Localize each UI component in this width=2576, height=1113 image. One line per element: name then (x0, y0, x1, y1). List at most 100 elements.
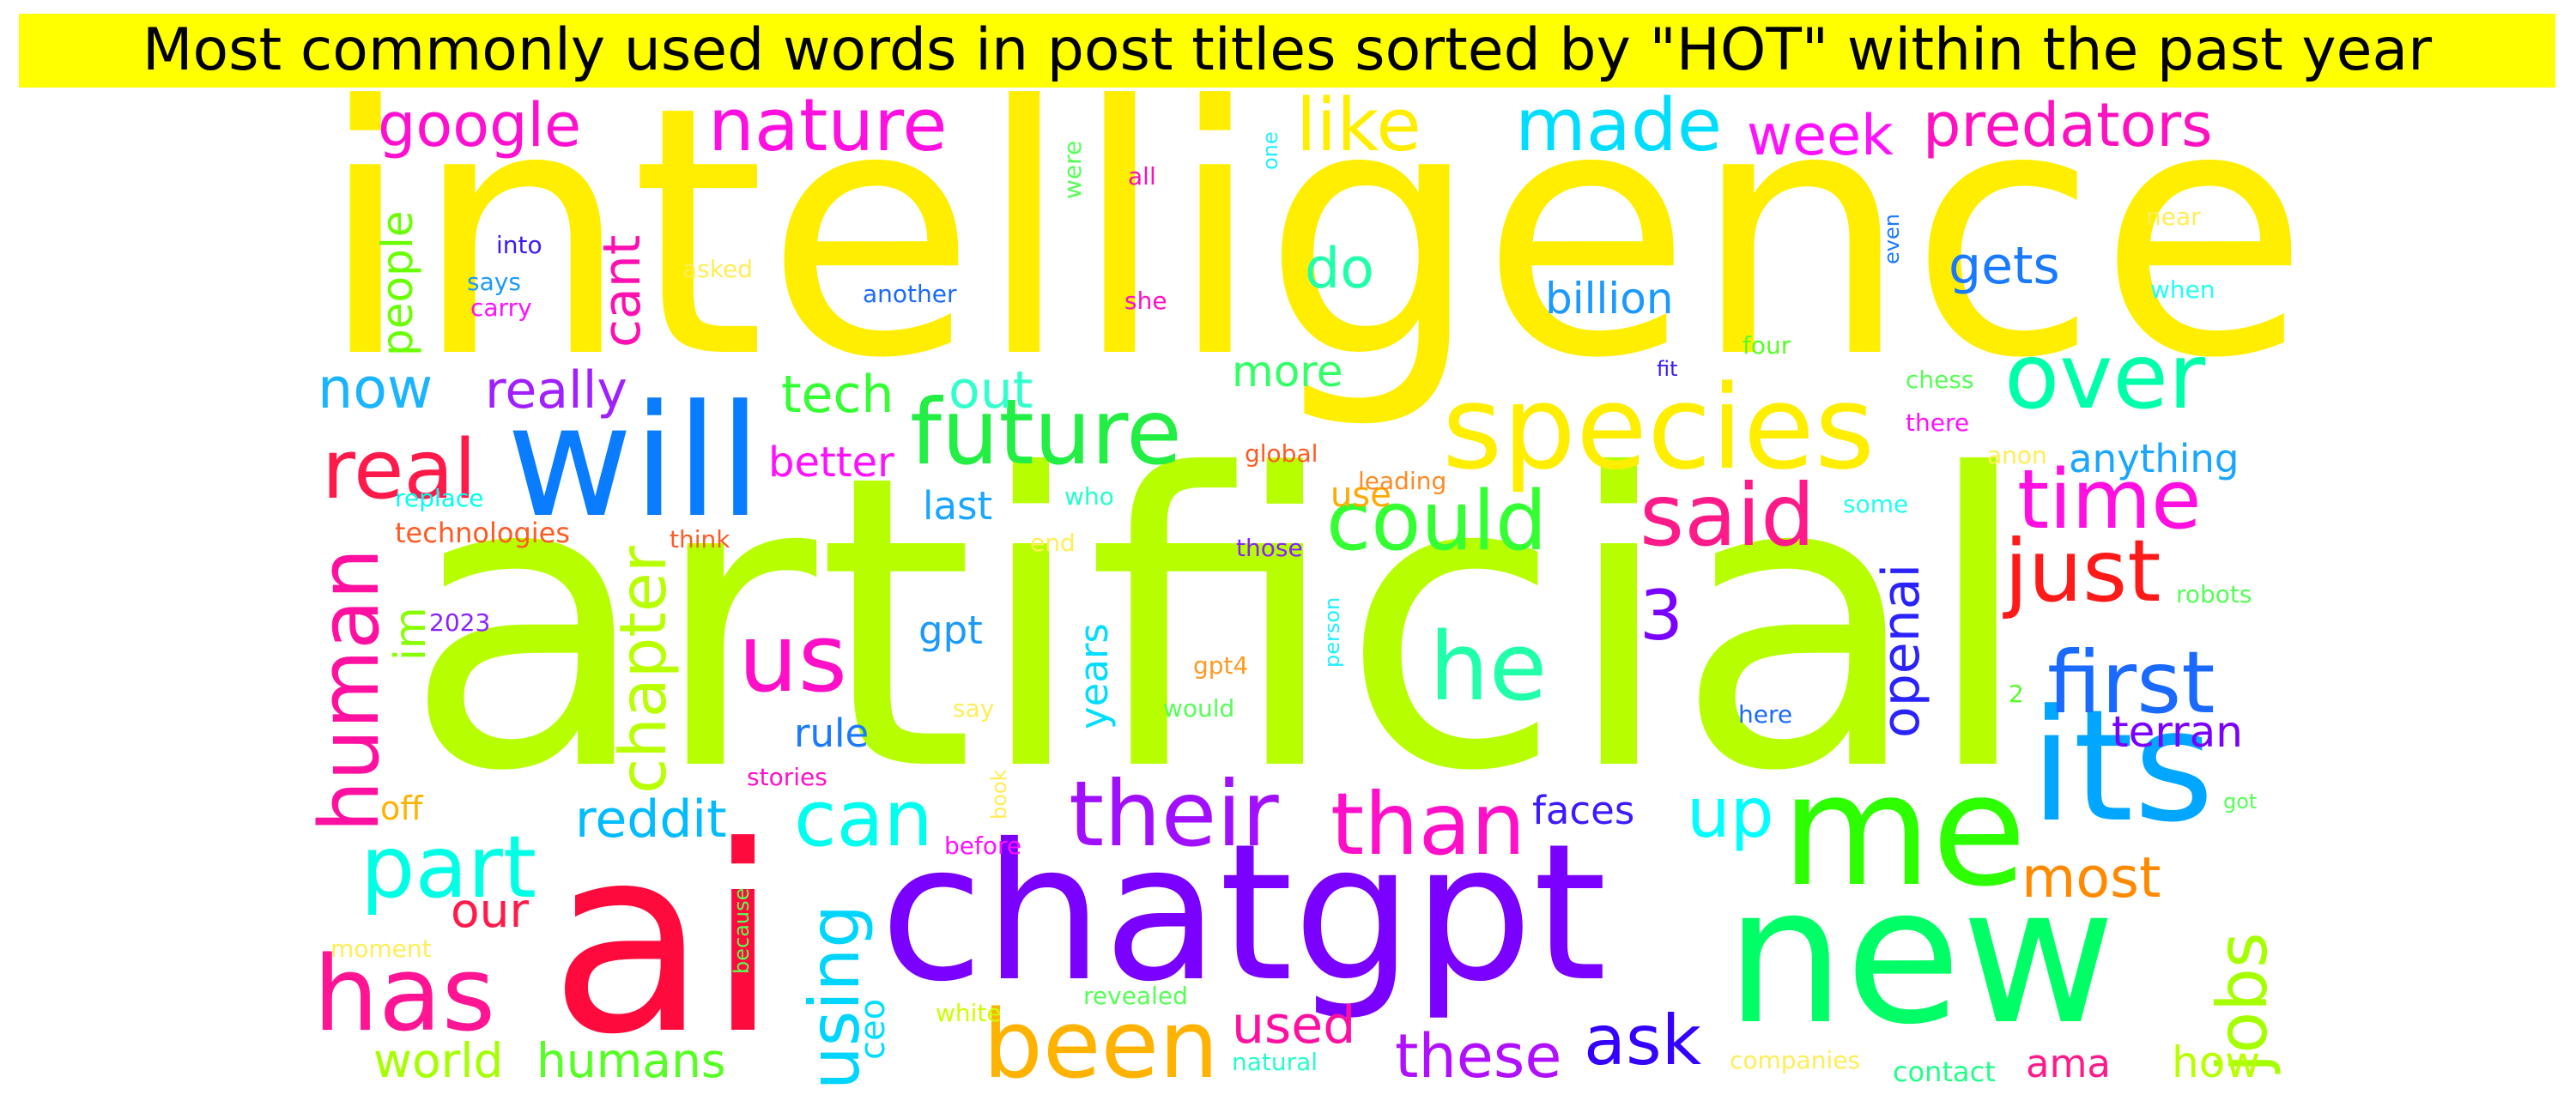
word-im: im (385, 607, 435, 661)
word-its: its (2030, 677, 2214, 856)
word-tech: tech (781, 365, 894, 425)
word-used: used (1232, 995, 1355, 1056)
word-do: do (1305, 237, 1374, 301)
word-book: book (987, 769, 1011, 820)
word-got: got (2223, 789, 2257, 814)
word-contact: contact (1893, 1056, 1996, 1088)
word-week: week (1747, 104, 1894, 168)
word-gpt: gpt (918, 608, 983, 653)
word-those: those (1236, 534, 1303, 562)
word-even: even (1880, 214, 1904, 264)
word-me: me (1781, 741, 2027, 921)
word-nature: nature (708, 83, 948, 168)
word-how: how (2172, 1037, 2260, 1087)
word-has: has (313, 935, 495, 1055)
word-our: our (451, 883, 530, 938)
word-think: think (670, 525, 730, 553)
word-could: could (1326, 475, 1547, 569)
word-said: said (1640, 465, 1815, 566)
word-asked: asked (682, 255, 753, 283)
word-technologies: technologies (395, 517, 570, 549)
word-ama: ama (2026, 1041, 2111, 1086)
word-time: time (2017, 453, 2202, 547)
word-like: like (1296, 83, 1421, 168)
word-chatgpt: chatgpt (880, 803, 1607, 1023)
word-can: can (794, 774, 933, 864)
word-human: human (303, 548, 397, 832)
word-she: she (1124, 287, 1167, 315)
word-white: white (936, 999, 1002, 1027)
word-robots: robots (2176, 580, 2252, 608)
word-four: four (1743, 331, 1791, 360)
word-last: last (923, 483, 992, 529)
word-ai: ai (549, 791, 779, 1091)
word-say: say (953, 694, 994, 723)
word-artificial: artificial (403, 390, 2034, 859)
word-would: would (1163, 694, 1234, 723)
word-fit: fit (1657, 357, 1678, 381)
word-chapter: chapter (605, 546, 681, 794)
word-were: were (1058, 141, 1087, 199)
word-another: another (863, 280, 957, 308)
word-faces: faces (1532, 788, 1634, 833)
word-revealed: revealed (1083, 982, 1188, 1010)
word-first: first (2047, 632, 2215, 733)
word-really: really (485, 360, 627, 420)
word-near: near (2146, 203, 2201, 231)
word-carry: carry (470, 293, 532, 322)
word-up: up (1687, 773, 1773, 853)
word-will: will (506, 372, 761, 552)
word-off: off (380, 789, 423, 827)
word-cant: cant (592, 235, 652, 348)
word-anything: anything (2069, 436, 2239, 481)
word-world: world (373, 1033, 503, 1088)
word-chess: chess (1906, 366, 1974, 394)
word-when: when (2150, 275, 2215, 304)
word-into: into (496, 231, 542, 259)
word-out: out (949, 360, 1033, 420)
word-because: because (730, 888, 754, 974)
word-more: more (1232, 347, 1343, 396)
word-some: some (1843, 490, 1908, 518)
word-years: years (1071, 623, 1117, 729)
word-2: 2 (2009, 680, 2024, 708)
word-just: just (2003, 521, 2161, 621)
word-rule: rule (794, 711, 869, 756)
word-here: here (1738, 700, 1792, 729)
word-people: people (373, 211, 422, 356)
word-there: there (1906, 408, 1969, 437)
word-use: use (1330, 475, 1391, 515)
word-google: google (378, 90, 581, 160)
word-moment: moment (330, 935, 432, 963)
word-leading: leading (1358, 467, 1446, 495)
word-before: before (944, 832, 1021, 860)
word-3: 3 (1640, 576, 1683, 656)
word-stories: stories (747, 763, 827, 791)
word-end: end (1030, 529, 1076, 557)
word-who: who (1064, 482, 1114, 511)
word-all: all (1128, 162, 1156, 191)
word-person: person (1320, 597, 1344, 668)
word-now: now (318, 357, 433, 421)
word-billion: billion (1545, 274, 1674, 324)
word-terran: terran (2112, 707, 2243, 757)
word-predators: predators (1923, 90, 2213, 160)
word-jobs: jobs (2203, 932, 2282, 1074)
word-these: these (1395, 1021, 1561, 1092)
word-openai: openai (1871, 564, 1931, 738)
word-companies: companies (1730, 1046, 1860, 1074)
chart-title: Most commonly used words in post titles … (19, 14, 2555, 88)
word-global: global (1245, 439, 1318, 468)
word-natural: natural (1232, 1048, 1318, 1076)
word-ask: ask (1584, 1001, 1702, 1080)
word-replace: replace (395, 484, 483, 512)
word-better: better (768, 439, 894, 487)
word-anon: anon (1987, 441, 2047, 469)
word-using: using (795, 904, 875, 1090)
word-future: future (910, 380, 1182, 485)
word-part: part (361, 817, 536, 917)
word-reddit: reddit (575, 789, 727, 850)
word-species: species (1442, 360, 1875, 495)
word-intelligence: intelligence (318, 34, 2310, 433)
word-made: made (1515, 83, 1722, 168)
